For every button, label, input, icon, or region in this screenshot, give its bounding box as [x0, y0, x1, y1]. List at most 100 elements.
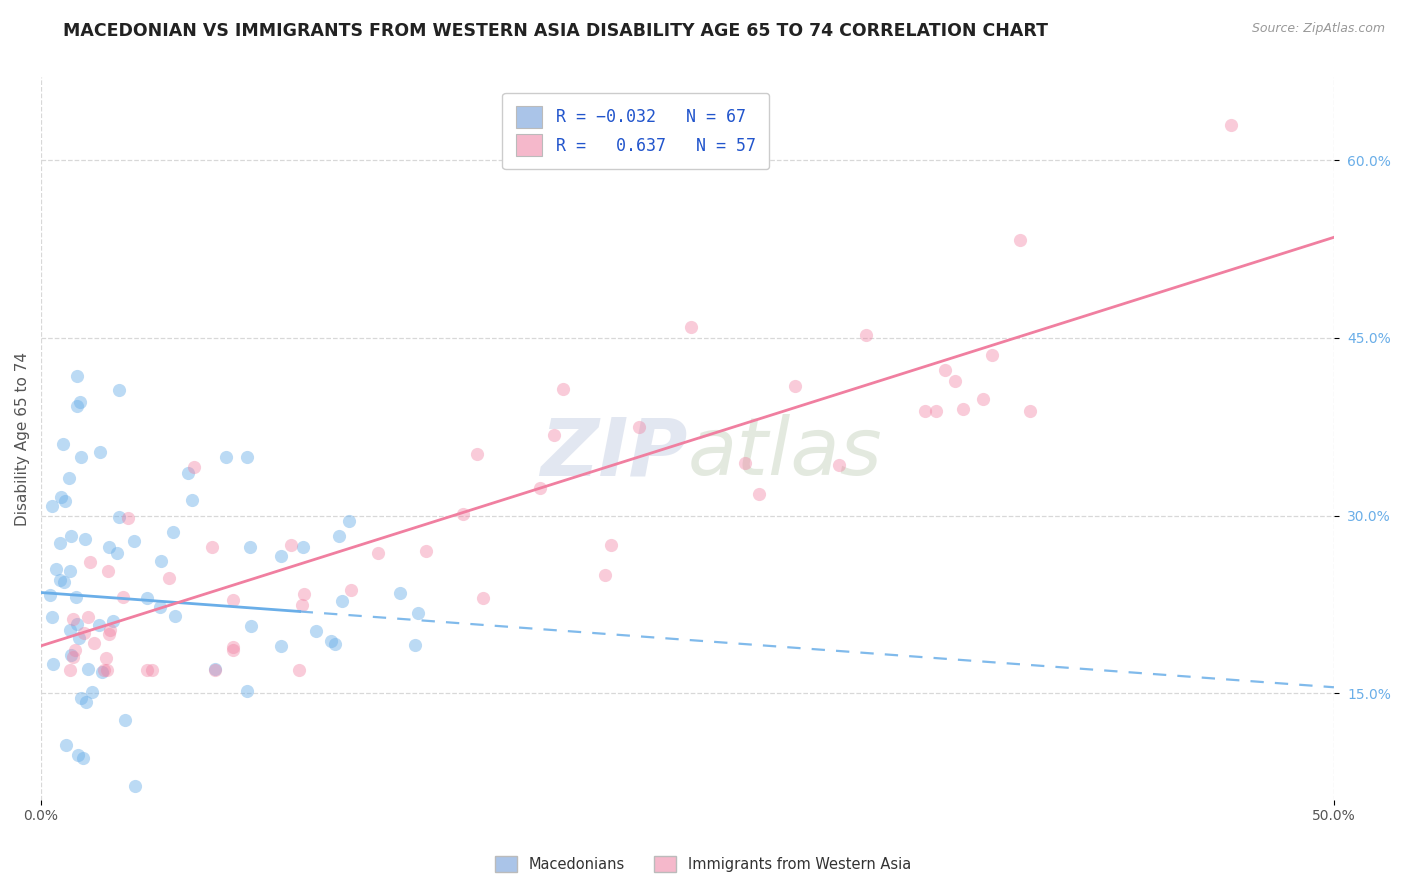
- Point: [72, 750, 94, 764]
- Point: [108, 383, 131, 397]
- Point: [593, 568, 616, 582]
- Point: [75, 695, 97, 709]
- Point: [280, 538, 302, 552]
- Point: [1008, 233, 1031, 247]
- Point: [114, 713, 136, 727]
- Point: [77, 662, 100, 676]
- Point: [163, 609, 186, 624]
- Text: ZIP: ZIP: [540, 414, 688, 492]
- Point: [53, 493, 76, 508]
- Point: [783, 379, 806, 393]
- Point: [73, 532, 96, 546]
- Point: [543, 428, 565, 442]
- Legend: R = −0.032   N = 67, R =   0.637   N = 57: R = −0.032 N = 67, R = 0.637 N = 57: [502, 93, 769, 169]
- Point: [681, 320, 703, 334]
- Point: [41, 610, 63, 624]
- Point: [748, 486, 770, 500]
- Point: [41, 499, 63, 513]
- Point: [59, 623, 82, 637]
- Point: [415, 544, 437, 558]
- Point: [388, 586, 411, 600]
- Point: [93, 663, 115, 677]
- Point: [59, 648, 82, 662]
- Point: [65, 642, 87, 657]
- Point: [204, 662, 226, 676]
- Point: [340, 582, 363, 597]
- Point: [1018, 403, 1040, 417]
- Point: [149, 553, 172, 567]
- Point: [177, 466, 200, 480]
- Point: [48, 536, 70, 550]
- Point: [465, 447, 488, 461]
- Y-axis label: Disability Age 65 to 74: Disability Age 65 to 74: [15, 351, 30, 525]
- Point: [291, 598, 314, 612]
- Point: [70, 450, 93, 464]
- Point: [855, 327, 877, 342]
- Point: [472, 591, 495, 605]
- Point: [221, 643, 243, 657]
- Point: [288, 663, 311, 677]
- Point: [98, 624, 121, 638]
- Point: [981, 348, 1004, 362]
- Point: [66, 400, 89, 414]
- Point: [628, 420, 651, 434]
- Point: [291, 540, 314, 554]
- Point: [451, 507, 474, 521]
- Point: [49, 573, 72, 587]
- Point: [337, 514, 360, 528]
- Point: [62, 612, 84, 626]
- Point: [236, 684, 259, 698]
- Point: [240, 619, 263, 633]
- Point: [65, 590, 87, 604]
- Point: [96, 663, 118, 677]
- Point: [201, 540, 224, 554]
- Point: [83, 636, 105, 650]
- Point: [49, 490, 72, 504]
- Point: [90, 665, 112, 679]
- Point: [55, 738, 77, 752]
- Point: [239, 540, 262, 554]
- Point: [89, 444, 111, 458]
- Point: [124, 779, 146, 793]
- Point: [404, 638, 426, 652]
- Point: [70, 690, 93, 705]
- Point: [80, 684, 103, 698]
- Point: [943, 374, 966, 388]
- Point: [117, 510, 139, 524]
- Point: [97, 540, 120, 554]
- Point: [924, 404, 946, 418]
- Point: [59, 564, 82, 578]
- Point: [97, 627, 120, 641]
- Point: [972, 392, 994, 406]
- Point: [112, 591, 135, 605]
- Point: [222, 592, 245, 607]
- Point: [270, 639, 292, 653]
- Point: [135, 663, 157, 677]
- Point: [52, 436, 75, 450]
- Point: [551, 382, 574, 396]
- Point: [734, 456, 756, 470]
- Point: [87, 618, 110, 632]
- Point: [66, 617, 89, 632]
- Point: [60, 529, 83, 543]
- Point: [934, 363, 956, 377]
- Point: [183, 459, 205, 474]
- Point: [323, 637, 346, 651]
- Point: [105, 545, 128, 559]
- Point: [162, 524, 184, 539]
- Text: Source: ZipAtlas.com: Source: ZipAtlas.com: [1251, 22, 1385, 36]
- Point: [952, 402, 974, 417]
- Point: [828, 458, 851, 472]
- Point: [149, 600, 172, 615]
- Point: [406, 607, 429, 621]
- Point: [215, 450, 238, 464]
- Legend: Macedonians, Immigrants from Western Asia: Macedonians, Immigrants from Western Asi…: [489, 850, 917, 878]
- Point: [292, 587, 315, 601]
- Point: [136, 591, 159, 606]
- Point: [599, 538, 621, 552]
- Point: [62, 649, 84, 664]
- Point: [204, 663, 226, 677]
- Point: [52, 575, 75, 590]
- Point: [58, 471, 80, 485]
- Point: [108, 509, 131, 524]
